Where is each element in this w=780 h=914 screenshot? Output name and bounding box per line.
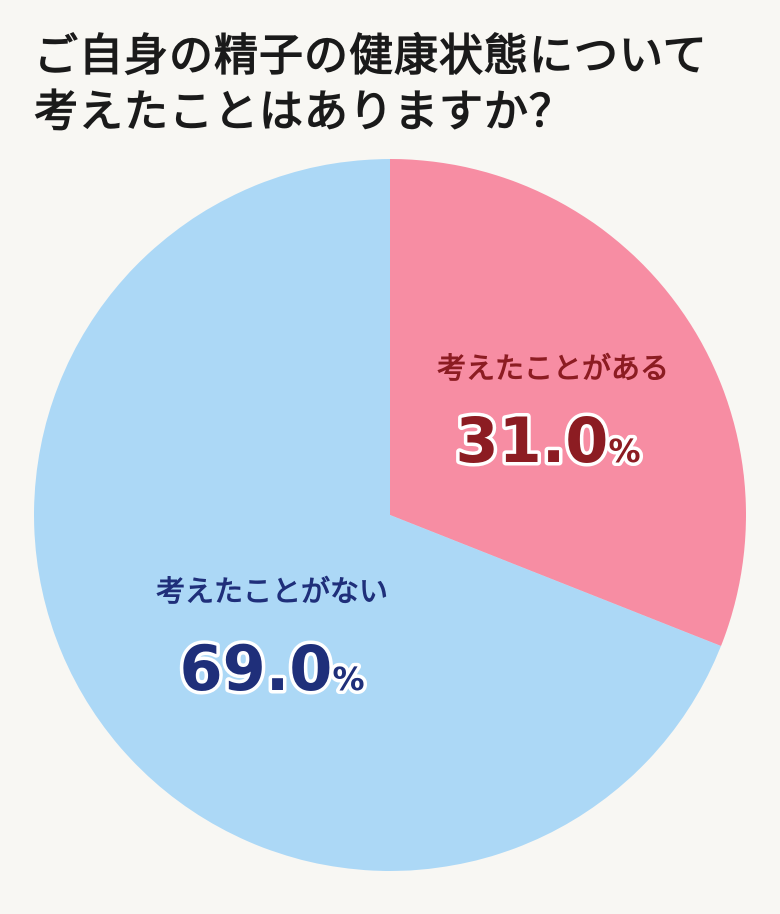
slice-value-aru-number: 31.0 — [455, 404, 608, 477]
chart-title-line-1: ご自身の精子の健康状態について — [34, 30, 708, 81]
slice-value-nai-unit: % — [332, 660, 364, 698]
slice-value-nai-number: 69.0 — [179, 632, 332, 705]
slice-value-aru: 31.0% — [455, 404, 640, 477]
slice-label-nai: 考えたことがない — [156, 574, 388, 608]
slice-value-aru-unit: % — [608, 432, 640, 470]
chart-title: ご自身の精子の健康状態について 考えたことはありますか？ — [34, 28, 764, 140]
chart-title-line-2: 考えたことはありますか？ — [34, 86, 574, 137]
pie-slices — [34, 159, 746, 871]
slice-kangaeta-koto-ga-nai — [34, 159, 722, 871]
slice-label-aru: 考えたことがある — [437, 351, 669, 385]
slice-value-nai: 69.0% — [179, 632, 364, 705]
pie-labels: 考えたことがある 31.0% 考えたことがない 69.0% — [156, 351, 669, 709]
slice-kangaeta-koto-ga-aru — [390, 159, 746, 647]
